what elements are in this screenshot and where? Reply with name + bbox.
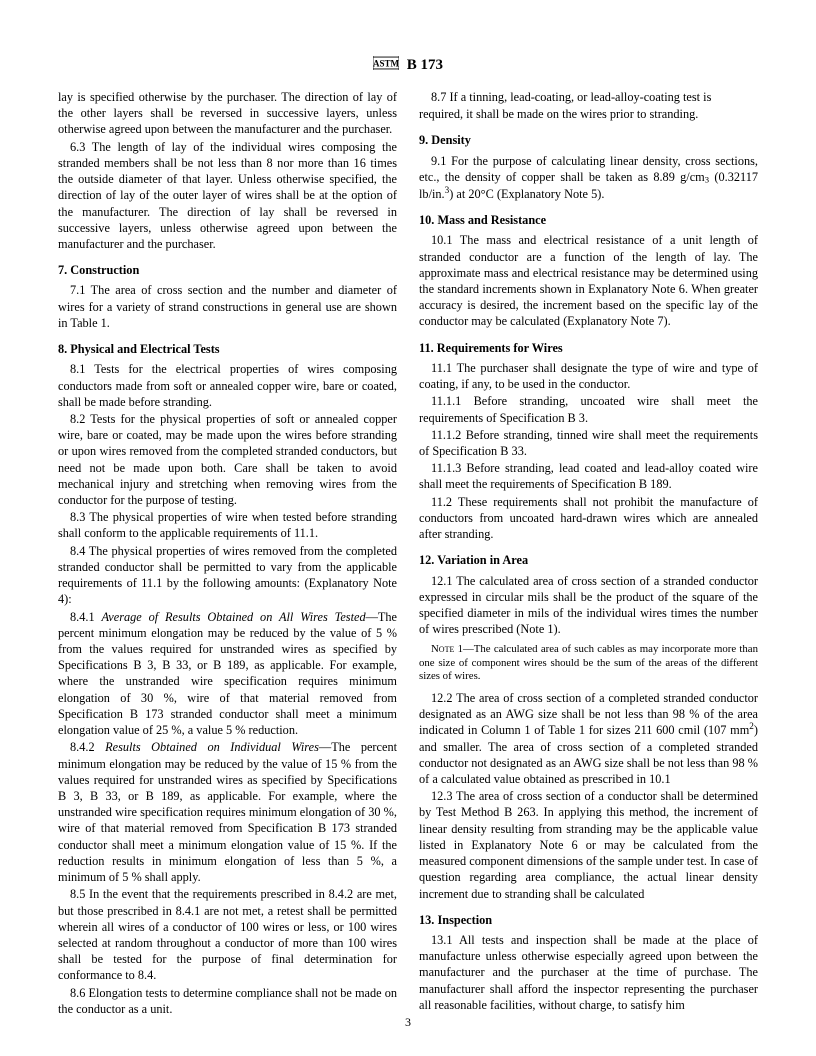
- para-11-1: 11.1 The purchaser shall designate the t…: [419, 360, 758, 392]
- para-12-2: 12.2 The area of cross section of a comp…: [419, 690, 758, 787]
- para-10-1: 10.1 The mass and electrical resistance …: [419, 232, 758, 329]
- section-12-title: 12. Variation in Area: [419, 552, 758, 568]
- para-8-4-1-lead: 8.4.1: [70, 610, 101, 624]
- para-8-4-1-body: —The percent minimum elongation may be r…: [58, 610, 397, 738]
- note-1: Note 1—The calculated area of such cable…: [419, 643, 758, 683]
- page-number: 3: [0, 1015, 816, 1030]
- para-6-cont: lay is specified otherwise by the purcha…: [58, 89, 397, 138]
- para-8-1: 8.1 Tests for the electrical properties …: [58, 361, 397, 410]
- note-1-body: 1—The calculated area of such cables as …: [419, 643, 758, 682]
- section-8-title: 8. Physical and Electrical Tests: [58, 341, 397, 357]
- para-8-6: 8.6 Elongation tests to determine compli…: [58, 985, 397, 1017]
- para-9-1c: ) at 20°C (Explanatory Note 5).: [449, 187, 604, 201]
- astm-logo-icon: ASTM: [373, 56, 399, 75]
- para-8-4-2: 8.4.2 Results Obtained on Individual Wir…: [58, 739, 397, 885]
- doc-header: ASTM B 173: [58, 56, 758, 75]
- para-8-3: 8.3 The physical properties of wire when…: [58, 509, 397, 541]
- para-8-4-1-ital: Average of Results Obtained on All Wires…: [101, 610, 365, 624]
- para-9-1: 9.1 For the purpose of calculating linea…: [419, 153, 758, 203]
- para-12-2a: 12.2 The area of cross section of a comp…: [419, 691, 758, 737]
- para-11-2: 11.2 These requirements shall not prohib…: [419, 494, 758, 543]
- para-8-4-2-ital: Results Obtained on Individual Wires: [105, 740, 319, 754]
- para-7-1: 7.1 The area of cross section and the nu…: [58, 282, 397, 331]
- svg-text:ASTM: ASTM: [373, 59, 399, 69]
- section-7-title: 7. Construction: [58, 262, 397, 278]
- content-columns: lay is specified otherwise by the purcha…: [58, 89, 758, 1017]
- section-10-title: 10. Mass and Resistance: [419, 212, 758, 228]
- section-13-title: 13. Inspection: [419, 912, 758, 928]
- para-8-7: 8.7 If a tinning, lead-coating, or lead-…: [419, 89, 758, 105]
- page: ASTM B 173 lay is specified otherwise by…: [0, 0, 816, 1056]
- para-8-4-2-lead: 8.4.2: [70, 740, 105, 754]
- para-8-4: 8.4 The physical properties of wires rem…: [58, 543, 397, 608]
- para-8-4-1: 8.4.1 Average of Results Obtained on All…: [58, 609, 397, 739]
- para-12-3: 12.3 The area of cross section of a cond…: [419, 788, 758, 902]
- para-8-4-2-body: —The percent minimum elongation may be r…: [58, 740, 397, 884]
- note-1-lead: Note: [431, 643, 454, 655]
- para-12-1: 12.1 The calculated area of cross sectio…: [419, 573, 758, 638]
- doc-number: B 173: [407, 57, 443, 73]
- para-8-5: 8.5 In the event that the requirements p…: [58, 886, 397, 983]
- para-11-1-1: 11.1.1 Before stranding, uncoated wire s…: [419, 393, 758, 425]
- para-6-3: 6.3 The length of lay of the individual …: [58, 139, 397, 253]
- para-8-7b: required, it shall be made on the wires …: [419, 106, 758, 122]
- section-9-title: 9. Density: [419, 132, 758, 148]
- para-11-1-2: 11.1.2 Before stranding, tinned wire sha…: [419, 427, 758, 459]
- para-11-1-3: 11.1.3 Before stranding, lead coated and…: [419, 460, 758, 492]
- para-13-1: 13.1 All tests and inspection shall be m…: [419, 932, 758, 1013]
- section-11-title: 11. Requirements for Wires: [419, 340, 758, 356]
- para-8-2: 8.2 Tests for the physical properties of…: [58, 411, 397, 508]
